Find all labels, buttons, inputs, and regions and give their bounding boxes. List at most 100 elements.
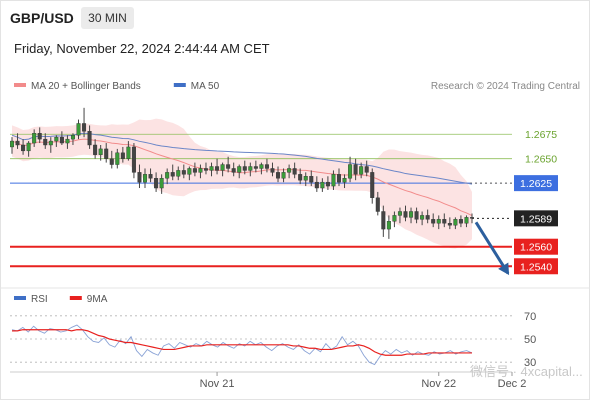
candle-7 (48, 140, 53, 146)
candle-21 (126, 146, 131, 159)
candle-38 (220, 164, 225, 171)
candle-9 (59, 136, 64, 144)
candle-54 (309, 176, 314, 183)
candle-60 (342, 178, 347, 183)
legend-swatch-0 (14, 83, 26, 87)
candle-26 (154, 178, 159, 189)
candle-43 (248, 166, 253, 171)
candle-36 (209, 166, 214, 171)
candle-15 (93, 144, 98, 155)
candle-20 (120, 152, 125, 159)
candle-53 (303, 176, 308, 181)
candle-3 (26, 142, 31, 152)
candle-83 (470, 217, 475, 219)
candle-11 (70, 135, 75, 140)
candle-65 (370, 172, 375, 199)
candle-77 (436, 219, 441, 224)
x-tick-Nov-21: Nov 21 (200, 378, 235, 390)
level-label-1.2675: 1.2675 (525, 129, 557, 141)
candle-63 (359, 166, 364, 175)
legend-swatch-1 (173, 83, 186, 87)
candle-18 (109, 158, 114, 165)
candle-39 (226, 164, 231, 169)
x-tick-Dec-2: Dec 2 (498, 378, 527, 390)
candle-16 (98, 148, 103, 155)
candle-40 (231, 168, 236, 173)
candle-71 (403, 211, 408, 218)
rsi-tick-70: 70 (524, 311, 536, 323)
rsi-legend-label-0: RSI (31, 294, 48, 305)
candle-0 (9, 140, 14, 148)
candle-17 (104, 148, 109, 159)
candle-14 (87, 131, 92, 146)
candle-78 (442, 219, 447, 224)
candle-73 (414, 211, 419, 220)
rsi-tick-50: 50 (524, 334, 536, 346)
candle-30 (176, 170, 181, 177)
rsi-legend-swatch-0 (14, 296, 26, 300)
candle-47 (270, 168, 275, 173)
candle-76 (431, 219, 436, 224)
candle-12 (76, 123, 81, 136)
candle-24 (143, 174, 148, 183)
chart-header: GBP/USD 30 MIN (0, 0, 590, 34)
level-label-1.2560: 1.2560 (520, 242, 552, 254)
candles (9, 107, 475, 239)
candle-80 (453, 219, 458, 226)
candle-29 (170, 172, 175, 177)
candle-28 (165, 172, 170, 179)
candle-48 (276, 172, 281, 179)
level-label-1.2540: 1.2540 (520, 261, 552, 273)
candle-25 (148, 174, 153, 179)
candle-49 (281, 172, 286, 179)
candle-4 (32, 133, 37, 144)
level-box-1.2560 (514, 238, 558, 255)
candle-32 (187, 168, 192, 175)
level-box-1.2540 (514, 258, 558, 275)
candle-79 (447, 223, 452, 226)
timeframe-button[interactable]: 30 MIN (81, 7, 134, 29)
candle-67 (381, 211, 386, 230)
candle-23 (137, 172, 142, 183)
candle-1 (15, 140, 20, 146)
symbol-label: GBP/USD (10, 10, 74, 26)
rsi-legend-label-1: 9MA (87, 294, 108, 305)
forecast-arrow-head (498, 262, 510, 276)
candle-27 (159, 178, 164, 189)
candle-45 (259, 164, 264, 169)
rsi-legend-swatch-1 (69, 296, 82, 300)
candle-82 (464, 217, 469, 224)
x-tick-Nov-22: Nov 22 (421, 378, 456, 390)
candle-59 (336, 174, 341, 183)
candle-61 (348, 164, 353, 179)
candle-41 (237, 166, 242, 173)
candle-2 (21, 144, 26, 152)
candle-35 (203, 168, 208, 171)
candle-57 (325, 181, 330, 187)
rsi-tick-30: 30 (524, 357, 536, 369)
candle-52 (298, 174, 303, 181)
candle-8 (54, 136, 59, 142)
candle-46 (264, 164, 269, 169)
candle-34 (198, 168, 203, 173)
rsi-series-9ma (12, 329, 472, 356)
legend-label-1: MA 50 (191, 81, 220, 92)
legend-label-0: MA 20 + Bollinger Bands (31, 81, 141, 92)
candle-22 (131, 146, 136, 173)
candle-68 (386, 221, 391, 230)
level-box-1.2625 (514, 175, 558, 192)
candle-33 (192, 168, 197, 173)
candle-13 (82, 123, 87, 132)
chart-datetime: Friday, November 22, 2024 2:44:44 AM CET (14, 41, 270, 56)
candle-69 (392, 215, 397, 222)
candle-66 (375, 197, 380, 212)
candle-19 (115, 152, 120, 165)
candle-56 (320, 181, 325, 189)
candle-5 (37, 133, 42, 140)
level-box-1.2589 (514, 210, 558, 227)
level-label-1.2589: 1.2589 (520, 213, 552, 225)
candle-31 (181, 170, 186, 175)
candle-55 (314, 181, 319, 189)
candle-50 (287, 168, 292, 173)
